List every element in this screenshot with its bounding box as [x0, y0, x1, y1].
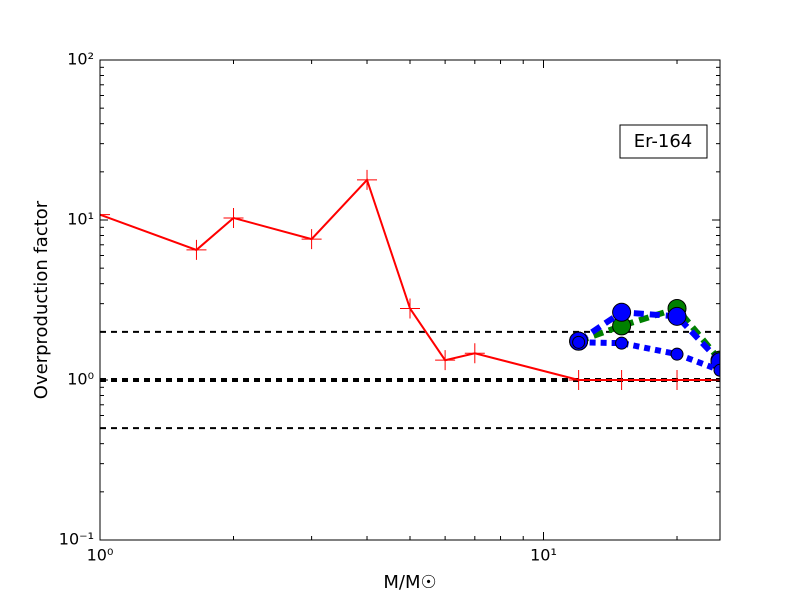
marker [667, 306, 687, 326]
marker [357, 169, 378, 190]
marker [435, 350, 456, 371]
annotation-box [619, 124, 708, 159]
marker [223, 207, 244, 228]
marker [670, 347, 684, 361]
series-line [577, 304, 720, 363]
y-tick-label: 10⁰ [67, 370, 94, 389]
marker [100, 204, 110, 225]
series-line [578, 339, 720, 374]
marker [612, 302, 632, 322]
y-axis-label: Overproduction factor [31, 200, 52, 399]
series-line [576, 309, 720, 364]
marker [713, 363, 720, 377]
marker [667, 370, 688, 390]
x-tick-label: 10¹ [530, 546, 557, 565]
annotation: Er-164 [634, 131, 692, 152]
y-tick-label: 10⁻¹ [59, 530, 94, 549]
series-line [100, 178, 720, 381]
marker [572, 335, 586, 349]
x-tick-label: 10⁰ [87, 546, 114, 565]
marker [400, 298, 420, 319]
y-tick-label: 10¹ [67, 210, 94, 229]
marker [186, 239, 207, 260]
plot-area [100, 169, 720, 430]
marker [615, 336, 629, 350]
y-tick-label: 10² [67, 50, 94, 69]
marker [568, 370, 589, 390]
marker [611, 370, 632, 390]
marker [301, 229, 322, 250]
marker [464, 343, 485, 364]
x-axis-label: M/M☉ [383, 572, 436, 593]
